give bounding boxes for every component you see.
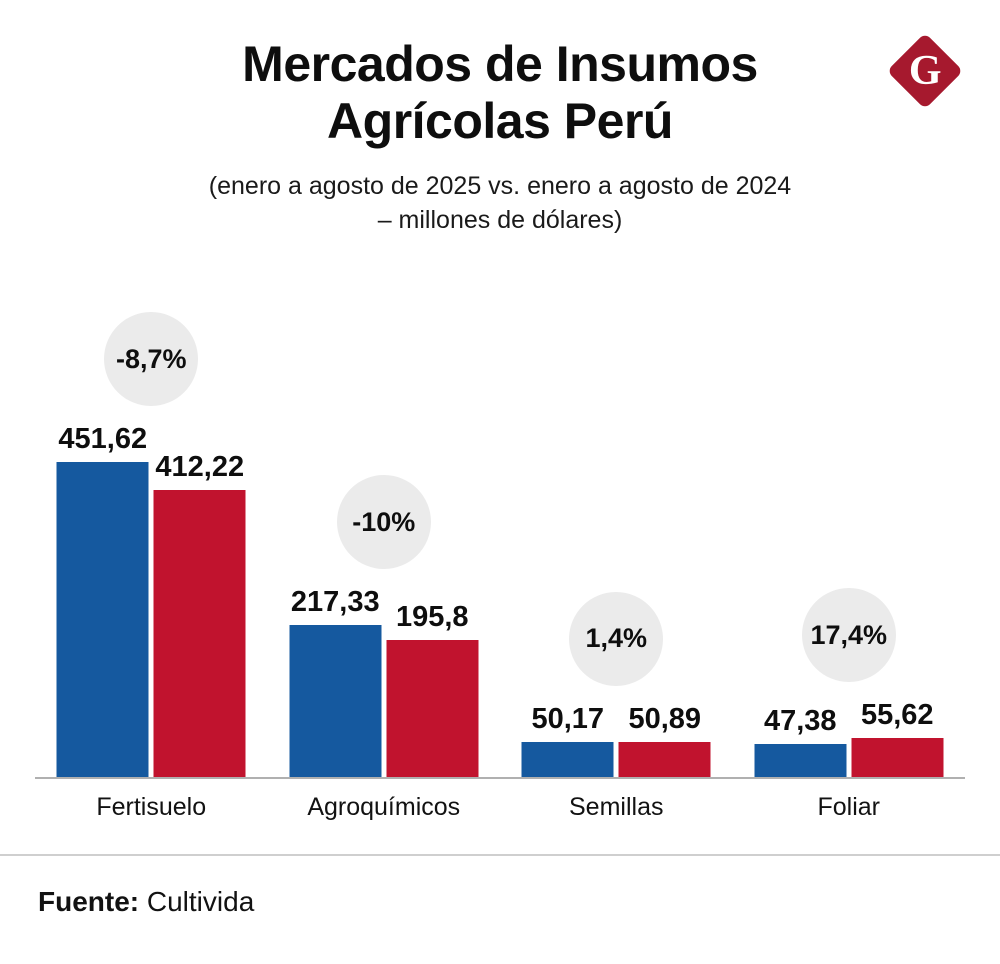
bar-pair: 451,62 412,22 [56, 423, 246, 777]
category-label: Semillas [569, 793, 664, 821]
change-badge: 1,4% [569, 591, 664, 686]
x-axis-labels: Fertisuelo Agroquímicos Semillas Foliar [35, 779, 965, 822]
bar-chart: -8,7% 451,62 412,22 -10% 217,33 195,8 1,4% 50,1… [35, 291, 965, 779]
bar-2025 [851, 738, 944, 777]
source-label: Fuente: [38, 886, 140, 917]
chart-subtitle: (enero a agosto de 2025 vs. enero a agos… [208, 172, 792, 234]
header: Mercados de Insumos Agrícolas Perú G (en… [0, 0, 1000, 237]
bar-column: 55,62 [851, 699, 944, 777]
source-value: Cultivida [146, 886, 255, 917]
bar-value-label: 195,8 [395, 601, 469, 634]
bar-value-label: 451,62 [58, 423, 148, 455]
bar-column: 50,17 [521, 703, 614, 777]
footer-divider [0, 854, 1000, 856]
bar-column: 412,22 [153, 450, 246, 777]
bar-group-agroquímicos: -10% 217,33 195,8 [268, 291, 501, 777]
bar-2024 [289, 625, 382, 777]
category-label: Fertisuelo [96, 793, 207, 821]
footer: Fuente: Cultivida [0, 856, 1000, 918]
page-title: Mercados de Insumos Agrícolas Perú [242, 36, 758, 149]
bar-value-label: 55,62 [860, 699, 934, 732]
bar-group-semillas: 1,4% 50,17 50,89 [500, 291, 733, 777]
category-label: Agroquímicos [307, 793, 461, 821]
change-badge: -8,7% [104, 312, 199, 406]
bar-column: 217,33 [289, 586, 382, 777]
bar-value-label: 412,22 [155, 450, 245, 483]
bar-value-label: 50,17 [531, 703, 605, 735]
bar-column: 47,38 [754, 705, 847, 777]
bar-2025 [153, 489, 246, 777]
bar-group-foliar: 17,4% 47,38 55,62 [733, 291, 966, 777]
bar-column: 451,62 [56, 423, 149, 777]
bar-value-label: 217,33 [290, 586, 380, 619]
bar-pair: 217,33 195,8 [289, 586, 479, 777]
bar-2024 [521, 742, 614, 777]
bar-2024 [56, 462, 149, 777]
logo-letter: G [908, 47, 942, 94]
bar-pair: 50,17 50,89 [521, 702, 711, 777]
gestion-logo: G [886, 32, 964, 110]
bar-2024 [754, 744, 847, 777]
bar-column: 50,89 [618, 702, 711, 777]
bar-2025 [618, 741, 711, 777]
bar-pair: 47,38 55,62 [754, 699, 944, 777]
bar-value-label: 47,38 [763, 705, 837, 737]
bar-value-label: 50,89 [628, 702, 702, 735]
bar-group-fertisuelo: -8,7% 451,62 412,22 [35, 291, 268, 777]
bar-2025 [386, 640, 479, 777]
category-label: Foliar [817, 793, 880, 821]
change-badge: 17,4% [801, 588, 896, 683]
change-badge: -10% [336, 475, 431, 570]
bar-column: 195,8 [386, 601, 479, 777]
